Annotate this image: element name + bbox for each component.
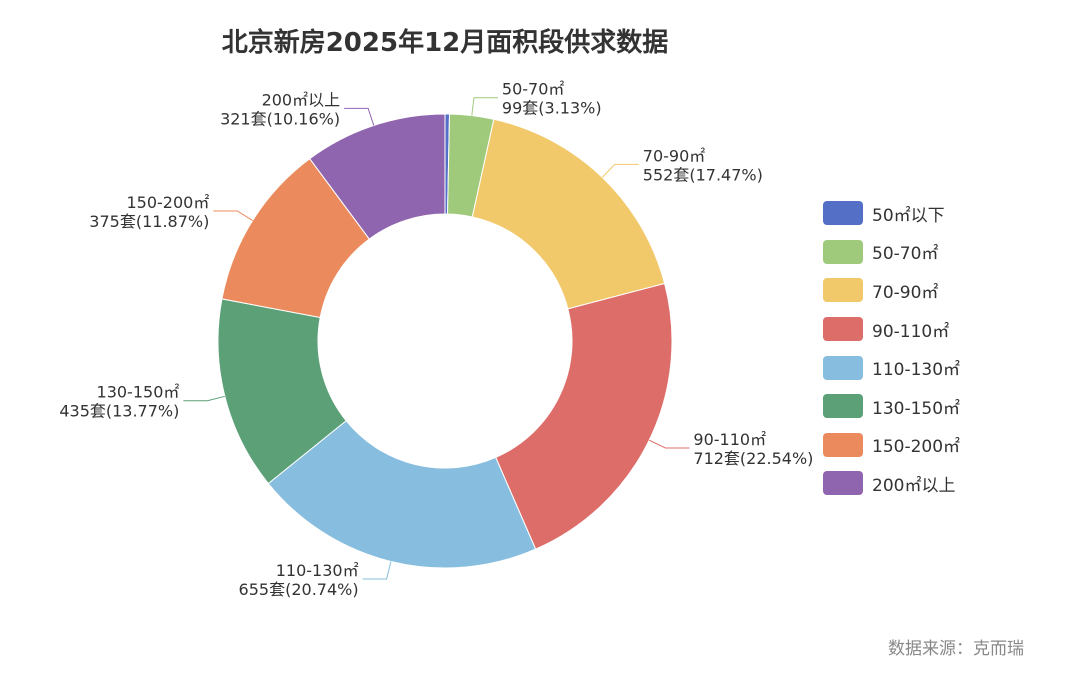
leader-line-5 bbox=[183, 395, 225, 402]
slice-label-value-3: 712套(22.54%) bbox=[693, 449, 813, 468]
slice-label-name-4: 110-130㎡ bbox=[276, 561, 359, 580]
legend: 50㎡以下 50-70㎡ 70-90㎡ 90-110㎡ 110-130㎡ 130-150㎡… bbox=[823, 194, 960, 503]
legend-item-1[interactable]: 50-70㎡ bbox=[823, 233, 960, 272]
legend-item-5[interactable]: 130-150㎡ bbox=[823, 387, 960, 426]
slice-label-value-7: 321套(10.16%) bbox=[220, 109, 340, 128]
leader-line-2 bbox=[601, 163, 639, 178]
slice-4[interactable] bbox=[267, 420, 537, 569]
legend-swatch bbox=[823, 239, 863, 264]
legend-swatch bbox=[823, 432, 863, 457]
slice-2[interactable] bbox=[471, 118, 666, 310]
leader-line-6 bbox=[213, 210, 253, 221]
legend-swatch bbox=[823, 394, 863, 419]
slice-label-name-7: 200㎡以上 bbox=[262, 90, 341, 109]
data-source: 数据来源：克而瑞 bbox=[888, 639, 1024, 659]
legend-label: 90-110㎡ bbox=[872, 321, 950, 342]
legend-label: 50-70㎡ bbox=[872, 244, 939, 265]
legend-label: 200㎡以上 bbox=[872, 475, 956, 496]
legend-item-3[interactable]: 90-110㎡ bbox=[823, 310, 960, 349]
slice-label-value-2: 552套(17.47%) bbox=[643, 165, 763, 184]
slice-label-name-5: 130-150㎡ bbox=[97, 383, 180, 402]
legend-item-4[interactable]: 110-130㎡ bbox=[823, 348, 960, 387]
legend-item-0[interactable]: 50㎡以下 bbox=[823, 194, 960, 233]
legend-swatch bbox=[823, 317, 863, 342]
legend-label: 150-200㎡ bbox=[872, 437, 961, 458]
legend-label: 110-130㎡ bbox=[872, 360, 961, 381]
chart-title: 北京新房2025年12月面积段供求数据 bbox=[221, 28, 669, 58]
legend-swatch bbox=[823, 355, 863, 380]
legend-label: 130-150㎡ bbox=[872, 398, 961, 419]
legend-item-6[interactable]: 150-200㎡ bbox=[823, 426, 960, 465]
slice-label-name-2: 70-90㎡ bbox=[643, 146, 706, 165]
legend-label: 70-90㎡ bbox=[872, 282, 939, 303]
leader-line-4 bbox=[362, 561, 392, 580]
slice-label-value-5: 435套(13.77%) bbox=[59, 402, 179, 421]
legend-item-7[interactable]: 200㎡以上 bbox=[823, 464, 960, 503]
leader-line-3 bbox=[648, 439, 690, 449]
slice-label-name-3: 90-110㎡ bbox=[693, 430, 766, 449]
leader-line-1 bbox=[471, 97, 498, 116]
legend-swatch bbox=[823, 471, 863, 496]
slice-3[interactable] bbox=[495, 282, 673, 550]
slice-7[interactable] bbox=[309, 113, 446, 240]
legend-swatch bbox=[823, 278, 863, 303]
slice-label-value-6: 375套(11.87%) bbox=[89, 212, 209, 231]
legend-label: 50㎡以下 bbox=[872, 205, 945, 226]
slice-label-name-6: 150-200㎡ bbox=[126, 193, 209, 212]
slice-label-value-4: 655套(20.74%) bbox=[239, 580, 359, 599]
legend-item-2[interactable]: 70-90㎡ bbox=[823, 271, 960, 310]
slice-label-value-1: 99套(3.13%) bbox=[502, 99, 602, 118]
leader-line-7 bbox=[344, 107, 375, 126]
legend-swatch bbox=[823, 201, 863, 226]
slice-label-name-1: 50-70㎡ bbox=[502, 80, 565, 99]
